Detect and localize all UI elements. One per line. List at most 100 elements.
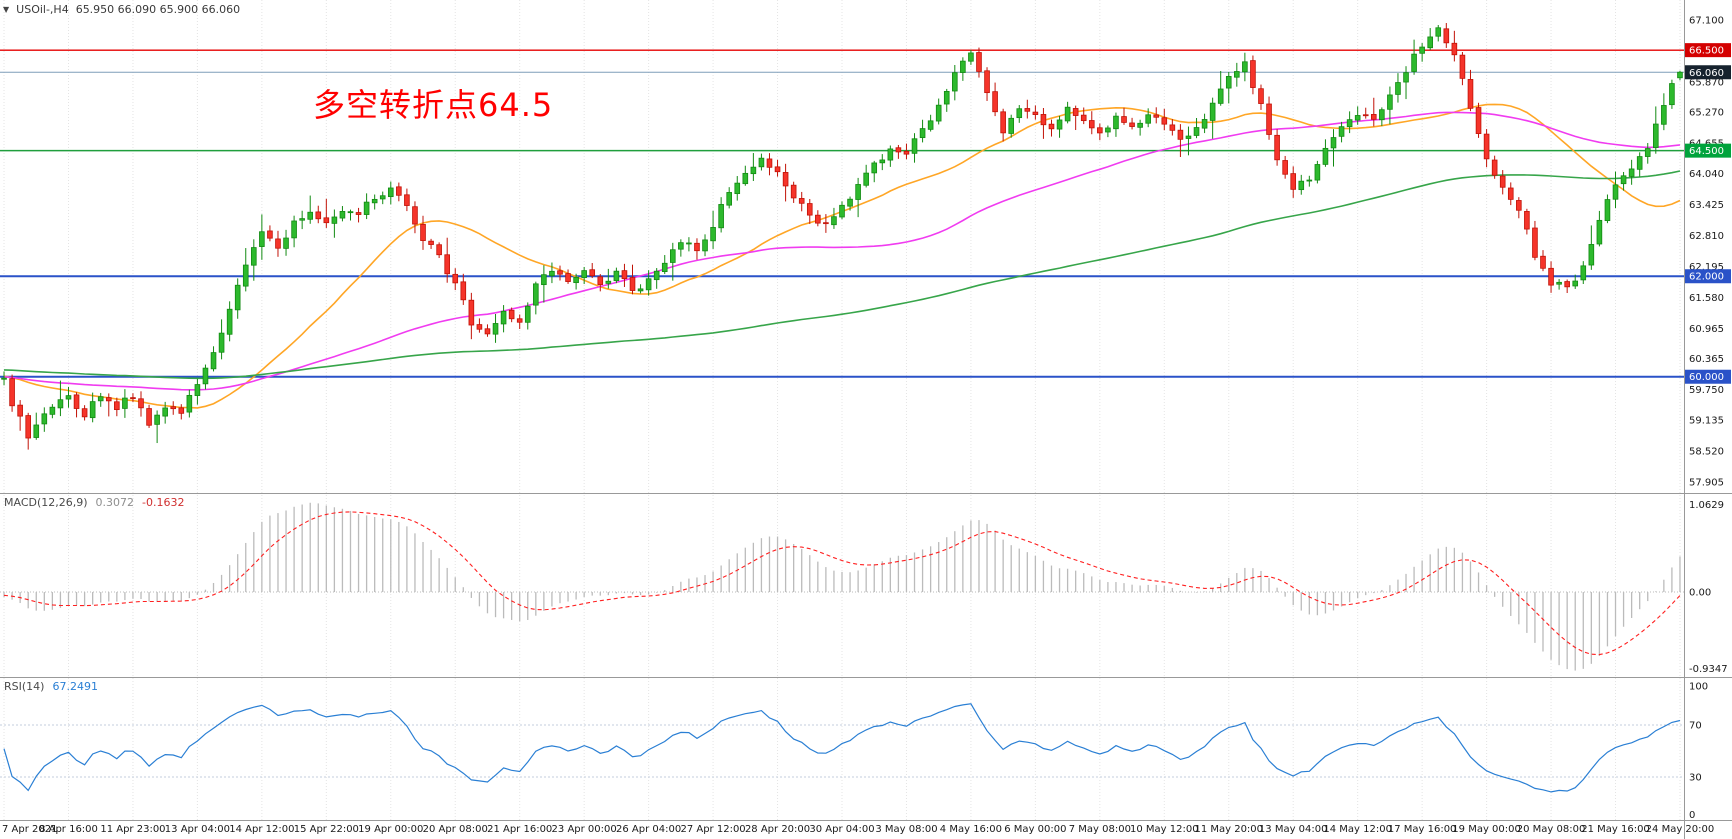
candle-body — [790, 184, 797, 199]
candle-body — [234, 284, 241, 311]
candle-body — [718, 204, 724, 229]
time-axis[interactable] — [0, 821, 1732, 839]
candle-body — [1628, 168, 1635, 177]
candle-body — [581, 270, 587, 279]
candle-body — [1540, 255, 1546, 269]
candle-body — [887, 148, 894, 161]
price-axis[interactable] — [1684, 0, 1732, 820]
candle-body — [1387, 94, 1393, 110]
candle-body — [138, 398, 144, 409]
candle-body — [379, 195, 386, 200]
candle-body — [363, 201, 370, 215]
candle-body — [105, 397, 112, 402]
price-axis-label: 63.425 — [1689, 200, 1724, 211]
candle-body — [774, 166, 781, 173]
rsi-value: 67.2491 — [52, 680, 98, 693]
price-badge — [1685, 143, 1731, 158]
candle-body — [73, 394, 80, 409]
candle-body — [65, 395, 72, 400]
price-axis-label: 57.905 — [1689, 478, 1724, 489]
candle-body — [782, 172, 789, 187]
candle-body — [25, 415, 32, 439]
candle-body — [1499, 175, 1506, 188]
time-axis-label: 4 May 16:00 — [940, 824, 1002, 835]
candle-body — [1266, 103, 1272, 135]
candle-body — [41, 413, 48, 425]
time-axis-label: 27 Apr 12:00 — [680, 824, 745, 835]
candle-body — [436, 244, 442, 256]
candle-body — [1491, 159, 1498, 176]
candle-body — [605, 280, 612, 284]
candle-body — [97, 396, 104, 402]
candle-body — [299, 218, 305, 221]
candle-body — [57, 399, 64, 409]
time-axis-label: 8 Apr 16:00 — [39, 824, 98, 835]
price-axis-label: 67.100 — [1689, 16, 1724, 27]
symbol-marker-icon: ▼ — [3, 5, 10, 14]
candle-body — [839, 204, 845, 218]
time-axis-label: 14 Apr 12:00 — [229, 824, 294, 835]
candle-body — [1290, 173, 1297, 190]
price-badge-label: 62.000 — [1689, 272, 1724, 283]
macd-main-value: 0.3072 — [95, 496, 135, 509]
candle-body — [1588, 244, 1595, 266]
candle-body — [114, 401, 120, 411]
candle-body — [17, 404, 23, 417]
chart-annotation-text[interactable]: 多空转折点64.5 — [313, 86, 554, 124]
price-badge-label: 66.060 — [1689, 68, 1724, 79]
candle-body — [1644, 148, 1651, 157]
price-axis-label: 62.810 — [1689, 231, 1724, 242]
candle-body — [339, 211, 346, 219]
time-axis-label: 19 Apr 00:00 — [358, 824, 423, 835]
candle-body — [557, 270, 563, 275]
candle-body — [855, 184, 861, 200]
candle-body — [1177, 129, 1184, 140]
candle-body — [371, 198, 378, 204]
candle-body — [1435, 27, 1442, 37]
candle-body — [1652, 123, 1659, 148]
candle-body — [404, 194, 410, 206]
time-axis-label: 20 Apr 08:00 — [423, 824, 488, 835]
candle-body — [468, 299, 475, 326]
candle-body — [589, 269, 596, 277]
time-axis-label: 14 May 12:00 — [1323, 824, 1392, 835]
candle-body — [669, 249, 676, 263]
candle-body — [1193, 127, 1200, 136]
candle-body — [1225, 76, 1232, 89]
price-badge — [1685, 269, 1731, 284]
candle-body — [1201, 119, 1208, 129]
price-badge-label: 66.500 — [1689, 46, 1724, 57]
candle-body — [307, 211, 314, 220]
candle-body — [815, 214, 821, 224]
price-badge — [1685, 65, 1731, 80]
time-axis-label: 23 Apr 00:00 — [552, 824, 617, 835]
candle-body — [154, 414, 160, 425]
candle-body — [895, 147, 902, 153]
macd-axis-label: 1.0629 — [1689, 500, 1724, 511]
candle-body — [798, 198, 805, 204]
candle-body — [428, 240, 434, 245]
time-axis-label: 11 May 20:00 — [1194, 824, 1263, 835]
candle-body — [202, 367, 209, 385]
candle-body — [1661, 105, 1667, 125]
candle-body — [1113, 115, 1119, 130]
candle-body — [460, 281, 467, 301]
candle-body — [1596, 219, 1603, 245]
candle-body — [1516, 200, 1522, 211]
price-axis-label: 58.520 — [1689, 447, 1724, 458]
chart-header: ▼ USOil-,H4 65.950 66.090 65.900 66.060 — [3, 3, 240, 16]
candle-body — [613, 270, 620, 282]
rsi-axis-label: 0 — [1689, 810, 1695, 821]
candle-body — [968, 52, 974, 62]
time-axis-label: 30 Apr 04:00 — [809, 824, 874, 835]
candle-body — [637, 288, 644, 292]
candle-body — [170, 406, 177, 410]
candle-body — [1169, 124, 1176, 131]
candle-body — [653, 270, 660, 281]
candle-body — [1234, 71, 1240, 78]
candle-body — [629, 277, 636, 291]
time-axis-label: 19 May 00:00 — [1452, 824, 1521, 835]
candle-body — [823, 222, 829, 225]
time-axis-label: 26 Apr 04:00 — [616, 824, 681, 835]
